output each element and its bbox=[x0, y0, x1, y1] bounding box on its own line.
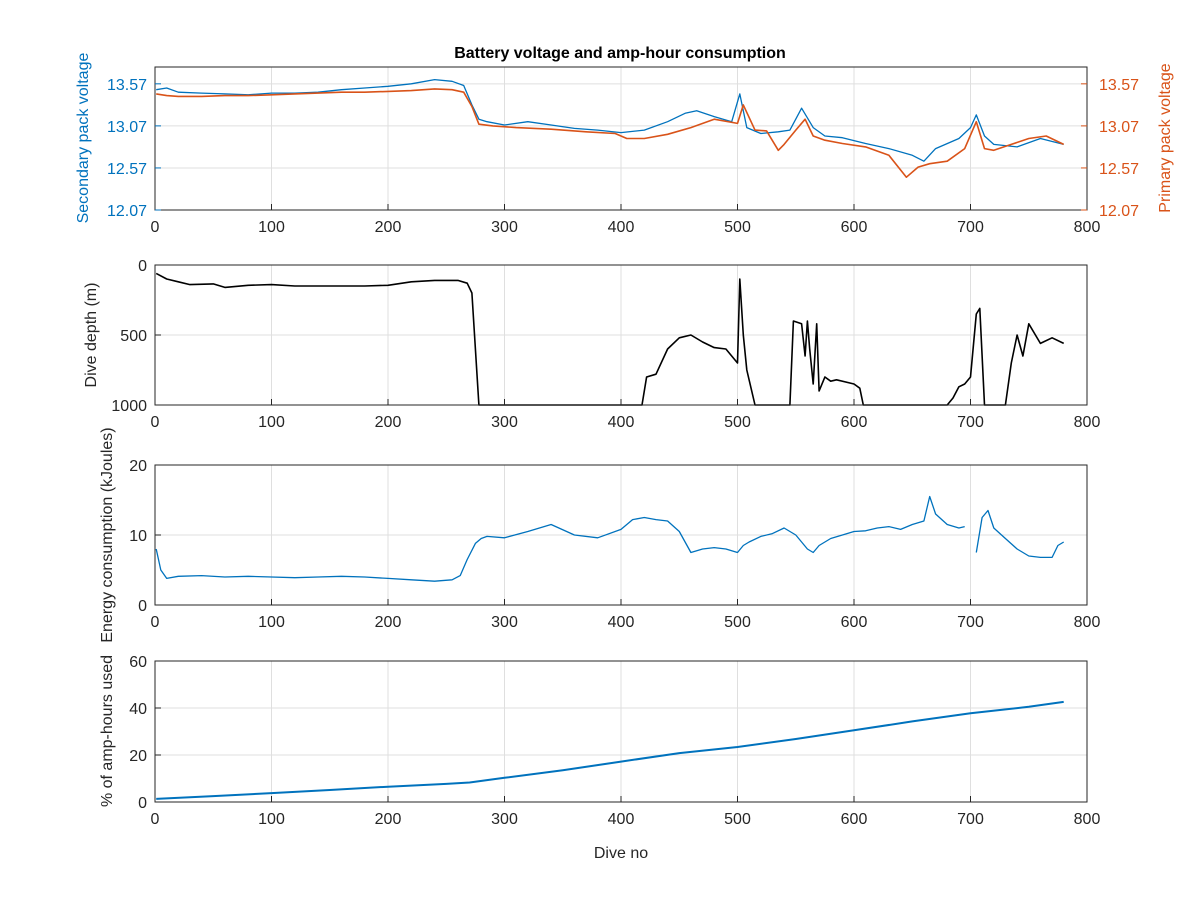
x-tick-label: 0 bbox=[151, 811, 160, 828]
y2-tick-label: 12.07 bbox=[1099, 203, 1139, 220]
x-tick-label: 0 bbox=[151, 614, 160, 631]
x-tick-label: 400 bbox=[608, 219, 635, 236]
y-tick-label: 500 bbox=[120, 328, 147, 345]
y2-tick-label: 13.07 bbox=[1099, 119, 1139, 136]
x-tick-label: 200 bbox=[375, 414, 402, 431]
secondary-voltage-axis-label: Secondary pack voltage bbox=[75, 53, 92, 224]
depth-panel: 0 100 200 300 400 500 600 700 800 0 500 1000 Dive d… bbox=[83, 258, 1100, 431]
y2-tick-label: 12.57 bbox=[1099, 161, 1139, 178]
x-tick-label: 0 bbox=[151, 219, 160, 236]
energy-consumption-line bbox=[155, 495, 1065, 582]
x-tick-label: 200 bbox=[375, 811, 402, 828]
primary-voltage-line bbox=[156, 88, 1065, 178]
x-tick-label: 600 bbox=[841, 414, 868, 431]
primary-voltage-axis-label: Primary pack voltage bbox=[1157, 63, 1174, 212]
x-tick-label: 300 bbox=[491, 614, 518, 631]
x-tick-label: 800 bbox=[1074, 414, 1101, 431]
x-tick-label: 100 bbox=[258, 614, 285, 631]
x-tick-label: 300 bbox=[491, 414, 518, 431]
x-tick-label: 500 bbox=[724, 811, 751, 828]
energy-panel: 0 100 200 300 400 500 600 700 800 0 10 20 Energy co… bbox=[99, 427, 1100, 642]
y-tick-label: 60 bbox=[129, 654, 147, 671]
x-tick-label: 300 bbox=[491, 811, 518, 828]
x-tick-label: 300 bbox=[491, 219, 518, 236]
y-tick-label: 0 bbox=[138, 258, 147, 275]
y2-tick-label: 13.57 bbox=[1099, 77, 1139, 94]
x-tick-label: 600 bbox=[841, 219, 868, 236]
x-axis-label: Dive no bbox=[594, 845, 648, 862]
x-tick-label: 200 bbox=[375, 614, 402, 631]
amphours-panel: 0 100 200 300 400 500 600 700 800 0 20 40 60 % of am… bbox=[99, 654, 1100, 828]
x-tick-label: 100 bbox=[258, 811, 285, 828]
amphours-axis-label: % of amp-hours used bbox=[99, 655, 116, 807]
x-tick-label: 700 bbox=[957, 219, 984, 236]
x-tick-label: 800 bbox=[1074, 614, 1101, 631]
x-tick-label: 400 bbox=[608, 414, 635, 431]
x-tick-label: 400 bbox=[608, 811, 635, 828]
x-tick-label: 600 bbox=[841, 614, 868, 631]
depth-axis-label: Dive depth (m) bbox=[83, 283, 100, 388]
chart-title: Battery voltage and amp-hour consumption bbox=[454, 45, 786, 62]
y-tick-label: 1000 bbox=[111, 398, 147, 415]
y-tick-label: 10 bbox=[129, 528, 147, 545]
energy-axis-label: Energy consumption (kJoules) bbox=[99, 427, 116, 642]
x-tick-label: 800 bbox=[1074, 219, 1101, 236]
x-tick-label: 100 bbox=[258, 219, 285, 236]
y-tick-label: 20 bbox=[129, 748, 147, 765]
x-tick-label: 700 bbox=[957, 614, 984, 631]
x-tick-label: 800 bbox=[1074, 811, 1101, 828]
y-tick-label: 0 bbox=[138, 795, 147, 812]
y-tick-label: 13.57 bbox=[107, 77, 147, 94]
voltage-panel: 0 100 200 300 400 500 600 700 80012.0712.5713.07… bbox=[75, 53, 1174, 236]
x-tick-label: 600 bbox=[841, 811, 868, 828]
x-tick-label: 700 bbox=[957, 414, 984, 431]
x-tick-label: 700 bbox=[957, 811, 984, 828]
x-tick-label: 0 bbox=[151, 414, 160, 431]
secondary-voltage-line bbox=[156, 78, 1064, 162]
x-tick-label: 500 bbox=[724, 414, 751, 431]
y-tick-label: 0 bbox=[138, 598, 147, 615]
y-tick-label: 13.07 bbox=[107, 119, 147, 136]
y-tick-label: 12.07 bbox=[107, 203, 147, 220]
y-tick-label: 12.57 bbox=[107, 161, 147, 178]
x-tick-label: 100 bbox=[258, 414, 285, 431]
y-tick-label: 40 bbox=[129, 701, 147, 718]
amphours-used-line bbox=[156, 700, 1064, 800]
x-tick-label: 500 bbox=[724, 614, 751, 631]
y-tick-label: 20 bbox=[129, 458, 147, 475]
x-tick-label: 500 bbox=[724, 219, 751, 236]
x-tick-label: 400 bbox=[608, 614, 635, 631]
x-tick-label: 200 bbox=[375, 219, 402, 236]
dive-depth-line bbox=[155, 272, 1065, 406]
